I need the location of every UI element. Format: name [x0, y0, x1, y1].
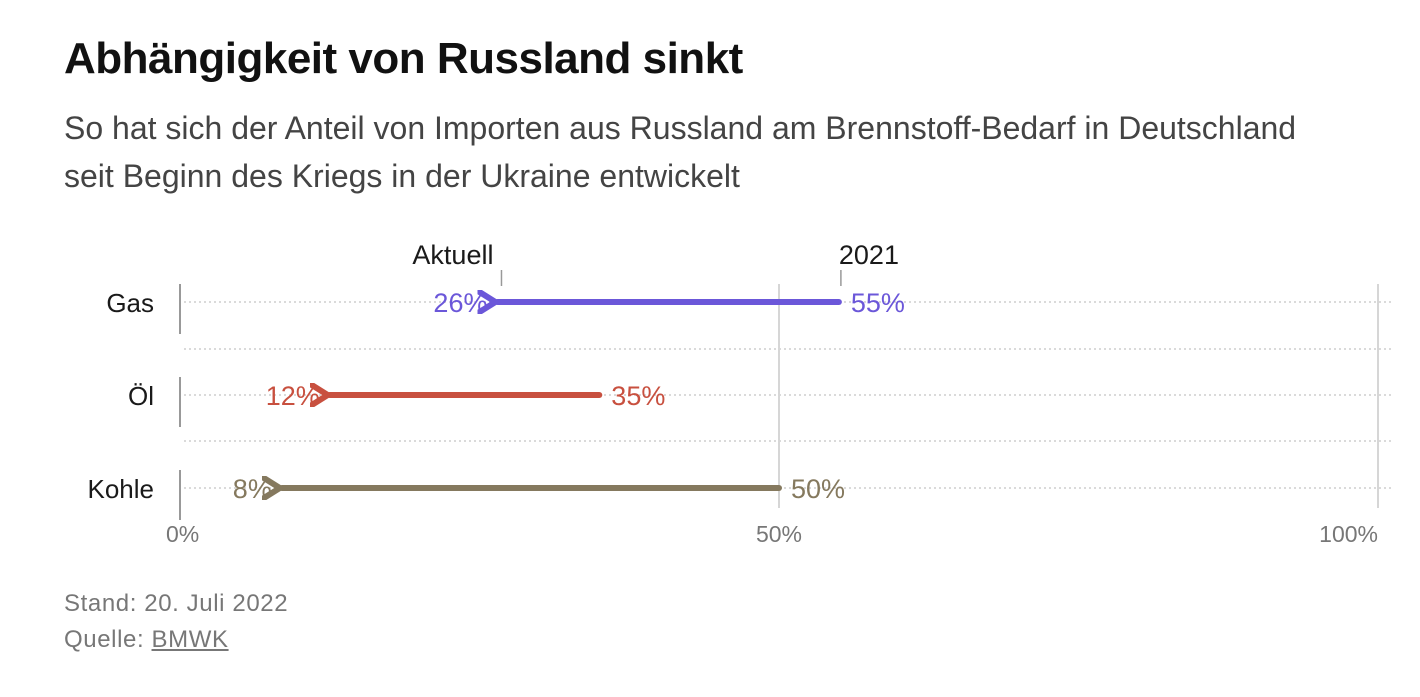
value-label-current: 26% — [433, 288, 487, 318]
grid-layer — [179, 284, 1392, 520]
value-label-2021: 50% — [791, 474, 845, 504]
source-link[interactable]: BMWK — [151, 626, 229, 653]
chart-subtitle: So hat sich der Anteil von Importen aus … — [64, 110, 1297, 194]
category-label: Kohle — [88, 474, 155, 504]
legend-label-past: 2021 — [839, 240, 899, 270]
footer-date: Stand: 20. Juli 2022 — [64, 590, 289, 617]
value-label-current: 12% — [266, 381, 320, 411]
value-label-2021: 35% — [611, 381, 665, 411]
value-label-2021: 55% — [851, 288, 905, 318]
x-tick-label: 50% — [756, 521, 802, 547]
dumbbell-chart: 0% 50% 100% Gas Öl Kohle Aktuell 2021 55% 26% 35% 1… — [88, 240, 1392, 547]
footer-source: Quelle: BMWK — [64, 622, 288, 658]
value-label-current: 8% — [233, 474, 272, 504]
legend-label-current: Aktuell — [412, 240, 493, 270]
footer-source-prefix: Quelle: — [64, 626, 152, 653]
x-tick-label: 0% — [166, 521, 199, 547]
x-tick-label: 100% — [1319, 521, 1378, 547]
category-label: Gas — [106, 288, 154, 318]
marks-layer: 0% 50% 100% Gas Öl Kohle Aktuell 2021 55% 26% 35% 1… — [88, 240, 1379, 547]
chart-title: Abhängigkeit von Russland sinkt — [64, 34, 743, 83]
category-label: Öl — [128, 381, 154, 411]
chart-footer: Stand: 20. Juli 2022 Quelle: BMWK — [64, 586, 288, 658]
